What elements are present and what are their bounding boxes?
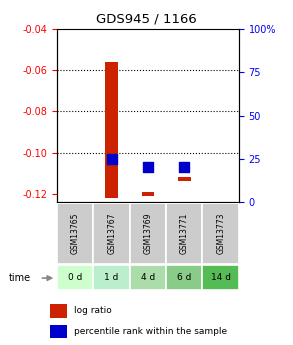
Bar [93,203,130,264]
Text: GSM13765: GSM13765 [71,213,80,254]
Text: 14 d: 14 d [211,273,231,282]
Text: GSM13771: GSM13771 [180,213,189,254]
Bar [50,325,67,338]
Text: time: time [9,273,31,283]
Bar [130,265,166,290]
Bar [202,203,239,264]
Bar [57,203,93,264]
Text: percentile rank within the sample: percentile rank within the sample [74,327,227,336]
Text: log ratio: log ratio [74,306,112,315]
Text: GSM13773: GSM13773 [216,213,225,254]
Bar [178,177,191,181]
Bar [57,265,93,290]
Bar [166,203,202,264]
Text: 0 d: 0 d [68,273,83,282]
Bar [202,265,239,290]
Text: GSM13769: GSM13769 [144,213,152,254]
Text: GSM13767: GSM13767 [107,213,116,254]
Point [109,156,114,161]
Bar [50,304,67,317]
Bar [105,62,118,198]
Text: 6 d: 6 d [177,273,192,282]
Text: GDS945 / 1166: GDS945 / 1166 [96,12,197,25]
Bar [142,191,154,196]
Text: 1 d: 1 d [104,273,119,282]
Point [146,165,150,170]
Bar [93,265,130,290]
Point [182,165,187,170]
Text: 4 d: 4 d [141,273,155,282]
Bar [166,265,202,290]
Bar [130,203,166,264]
